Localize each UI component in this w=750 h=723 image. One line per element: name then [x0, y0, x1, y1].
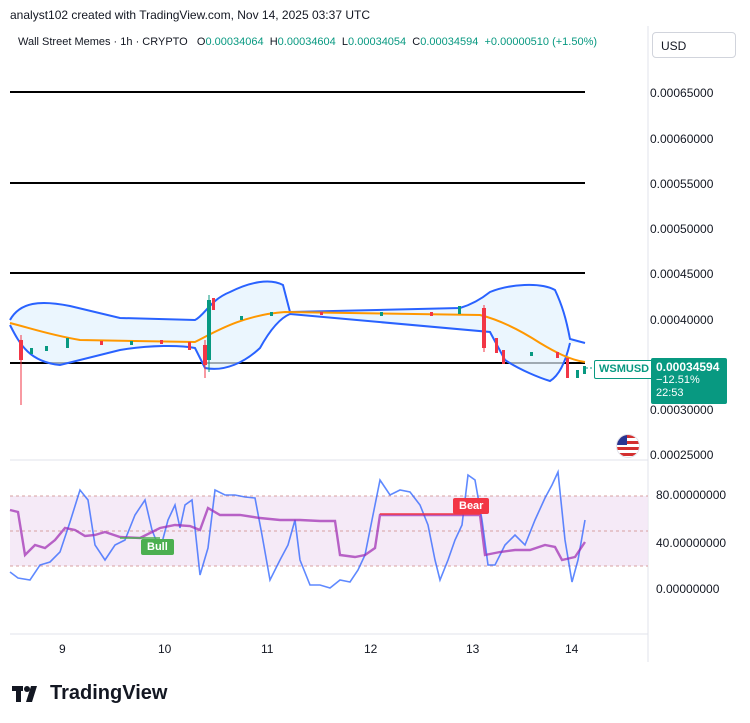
- candle: [320, 312, 323, 315]
- bull-signal-tag: Bull: [141, 539, 174, 555]
- bollinger-upper-band: [9, 280, 586, 344]
- candle: [380, 312, 383, 316]
- current-price: 0.00034594: [656, 360, 720, 374]
- candle: [240, 316, 243, 320]
- candle: [130, 341, 133, 345]
- candle: [556, 352, 559, 358]
- candle: [530, 352, 533, 356]
- price-tick-label: 0.00040000: [650, 313, 714, 327]
- candle: [203, 345, 207, 365]
- open-value: 0.00034064: [205, 36, 264, 48]
- brand-name: TradingView: [50, 682, 168, 704]
- current-change-pct: −12.51%: [656, 374, 700, 386]
- candle: [430, 312, 433, 316]
- candle: [482, 308, 486, 348]
- candle: [45, 346, 48, 351]
- low-label: L: [341, 36, 349, 48]
- candle: [495, 338, 498, 353]
- bollinger-basis: [9, 310, 586, 363]
- chart-caption: analyst102 created with TradingView.com,…: [10, 8, 370, 22]
- candle: [576, 370, 579, 378]
- low-value: 0.00034054: [348, 36, 407, 48]
- candle: [19, 340, 23, 360]
- candle: [270, 312, 273, 316]
- candle: [160, 340, 163, 344]
- candle: [502, 350, 505, 364]
- time-tick-label: 13: [466, 642, 480, 656]
- tradingview-logo[interactable]: TradingView: [12, 682, 167, 705]
- close-label: C: [412, 36, 421, 48]
- high-value: 0.00034604: [277, 36, 336, 48]
- us-flag-icon[interactable]: [616, 434, 640, 458]
- time-tick-label: 14: [565, 642, 579, 656]
- price-chart[interactable]: [0, 26, 750, 666]
- candle: [66, 338, 69, 348]
- price-tick-label: 0.00055000: [650, 177, 714, 191]
- candle: [100, 341, 103, 345]
- symbol-legend: Wall Street Memes · 1h · CRYPTO O0.00034…: [18, 36, 597, 48]
- osc-tick-label: 40.00000000: [656, 536, 727, 550]
- currency-selector[interactable]: USD: [652, 32, 736, 58]
- tradingview-logo-icon: [12, 685, 37, 702]
- candle: [30, 348, 33, 354]
- price-tick-label: 0.00065000: [650, 86, 714, 100]
- stoch-k-line: [9, 469, 586, 589]
- candlesticks: [19, 295, 586, 405]
- time-tick-label: 9: [59, 642, 66, 656]
- ticker-tag: WSMUSD: [594, 360, 655, 379]
- stoch-d-line: [9, 506, 586, 562]
- bollinger-lower-band: [9, 312, 571, 383]
- candle: [212, 298, 215, 310]
- price-tick-label: 0.00030000: [650, 403, 714, 417]
- candle: [207, 300, 211, 360]
- price-tick-label: 0.00060000: [650, 132, 714, 146]
- candle: [566, 358, 569, 378]
- change-value: +0.00000510 (+1.50%): [484, 36, 598, 48]
- price-tick-label: 0.00025000: [650, 448, 714, 462]
- candle: [188, 342, 191, 350]
- bollinger-band-fill: [10, 281, 585, 381]
- price-tick-label: 0.00050000: [650, 222, 714, 236]
- high-label: H: [269, 36, 278, 48]
- price-tick-label: 0.00045000: [650, 267, 714, 281]
- bear-signal-tag: Bear: [453, 498, 490, 514]
- close-value: 0.00034594: [420, 36, 479, 48]
- time-tick-label: 10: [158, 642, 172, 656]
- symbol-title: Wall Street Memes · 1h · CRYPTO: [18, 36, 188, 48]
- bar-countdown: 22:53: [656, 387, 684, 399]
- candle: [583, 366, 586, 374]
- osc-tick-label: 80.00000000: [656, 488, 727, 502]
- osc-tick-label: 0.00000000: [656, 582, 720, 596]
- open-label: O: [196, 36, 206, 48]
- time-tick-label: 11: [261, 642, 274, 656]
- candle: [458, 306, 461, 314]
- current-price-box: 0.00034594 −12.51% 22:53: [651, 358, 727, 404]
- time-tick-label: 12: [364, 642, 378, 656]
